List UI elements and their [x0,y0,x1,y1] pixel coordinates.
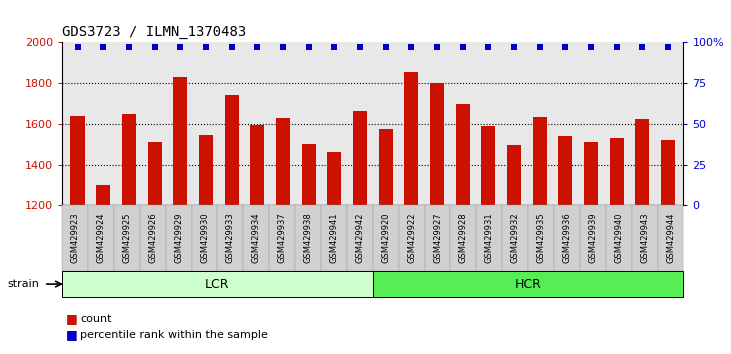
Bar [250,125,265,205]
Text: GSM429940: GSM429940 [614,213,624,263]
Text: GSM429942: GSM429942 [355,213,364,263]
Bar [610,138,624,205]
Text: GSM429935: GSM429935 [537,213,545,263]
Text: GSM429931: GSM429931 [485,213,494,263]
Bar [148,142,162,205]
Bar [404,72,418,205]
Text: GSM429926: GSM429926 [148,213,157,263]
Text: ■: ■ [66,328,77,341]
Text: HCR: HCR [515,278,542,291]
Text: GSM429933: GSM429933 [226,213,235,263]
Text: percentile rank within the sample: percentile rank within the sample [80,330,268,339]
Text: GSM429928: GSM429928 [459,213,468,263]
Text: GSM429939: GSM429939 [588,213,597,263]
Text: GDS3723 / ILMN_1370483: GDS3723 / ILMN_1370483 [62,25,246,39]
Text: ■: ■ [66,312,77,325]
Text: GSM429923: GSM429923 [71,213,80,263]
Text: GSM429920: GSM429920 [382,213,390,263]
Text: GSM429922: GSM429922 [407,213,416,263]
Text: GSM429934: GSM429934 [251,213,261,263]
Bar [122,114,136,205]
Text: GSM429925: GSM429925 [122,213,132,263]
Text: GSM429930: GSM429930 [200,213,209,263]
Bar [430,83,444,205]
Bar [584,142,598,205]
Text: strain: strain [7,279,39,289]
Bar [96,185,110,205]
Bar [507,145,521,205]
Text: GSM429944: GSM429944 [666,213,675,263]
Bar [533,117,547,205]
Text: GSM429941: GSM429941 [330,213,338,263]
Text: LCR: LCR [205,278,230,291]
Bar [353,111,367,205]
Bar [481,126,496,205]
Bar [327,152,341,205]
Bar [173,77,187,205]
Text: GSM429932: GSM429932 [511,213,520,263]
Text: GSM429943: GSM429943 [640,213,649,263]
Text: GSM429927: GSM429927 [433,213,442,263]
Text: GSM429924: GSM429924 [96,213,105,263]
Bar [635,119,649,205]
Bar [379,129,393,205]
Bar [302,144,316,205]
Text: GSM429936: GSM429936 [562,213,572,263]
Text: count: count [80,314,112,324]
Bar [455,103,470,205]
Text: GSM429938: GSM429938 [303,213,313,263]
Bar [224,95,238,205]
Text: GSM429937: GSM429937 [278,213,287,263]
Bar [70,116,85,205]
Bar [558,136,572,205]
Bar [276,118,290,205]
Bar [661,140,675,205]
Bar [199,135,213,205]
Text: GSM429929: GSM429929 [174,213,183,263]
